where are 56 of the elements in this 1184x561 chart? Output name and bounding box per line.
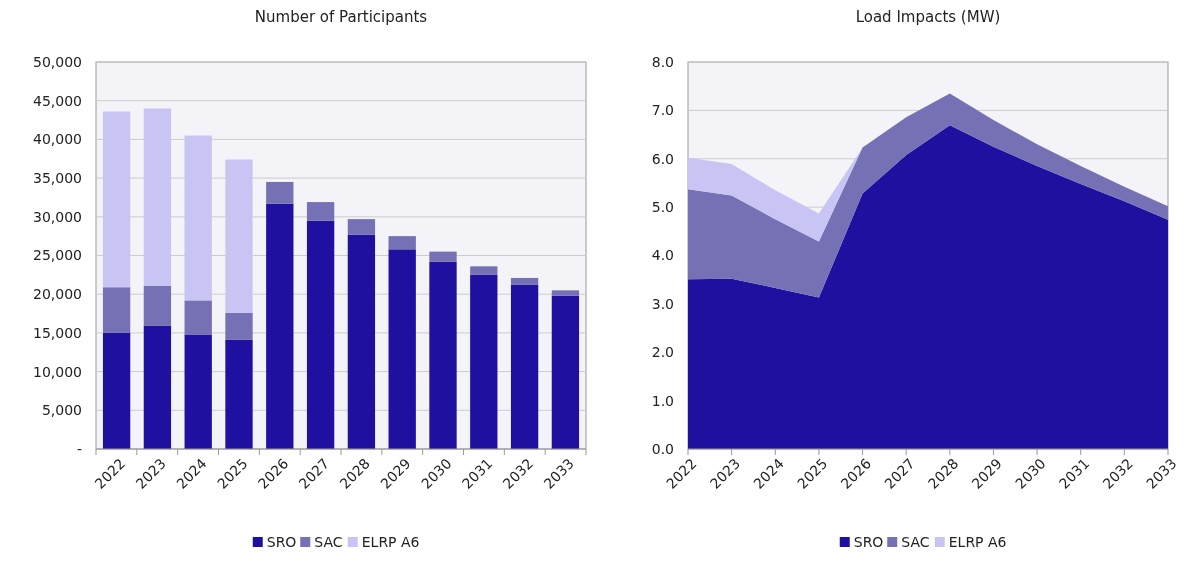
bar [510,277,539,285]
bar [184,135,212,301]
legend-label: ELRP A6 [361,534,420,550]
bar [551,295,580,449]
y-tick-label: 7.0 [651,102,674,119]
bar [143,285,172,326]
legend-label: SAC [314,534,343,550]
y-tick-label: 50,000 [33,53,82,70]
bar [184,300,212,335]
y-tick-label: 20,000 [33,286,82,303]
bar [388,249,416,449]
bar [347,219,376,235]
y-tick-label: 35,000 [33,170,82,186]
bar [225,159,253,313]
y-tick-label: 45,000 [33,92,82,109]
y-tick-label: 4.0 [651,247,674,264]
y-tick-label: 5,000 [41,402,82,419]
y-tick-label: 2.0 [651,344,674,361]
bar [225,339,253,449]
legend-label: SRO [853,534,884,550]
bar [429,261,457,449]
y-tick-label: 0.0 [651,440,674,457]
bar [510,284,539,449]
bar [429,251,457,262]
bar [102,287,131,333]
bar [184,334,212,449]
y-tick-label: 5.0 [651,199,674,216]
y-tick-label: 1.0 [651,392,674,409]
bar [266,203,294,449]
bar [470,274,498,449]
bar [143,325,172,449]
legend-label: SAC [901,534,930,550]
y-tick-label: 15,000 [33,324,82,341]
bar [388,236,416,250]
y-tick-label: 8.0 [651,53,674,70]
bar [143,108,172,286]
bar [470,266,498,275]
bar [551,290,580,296]
y-tick-label: 3.0 [651,295,674,312]
bar [347,234,376,449]
bar [306,202,335,221]
bar [225,312,253,340]
legend-label: ELRP A6 [948,534,1007,550]
y-tick-label: 10,000 [33,363,82,380]
chart-title: Number of Participants [254,8,428,26]
bar [102,332,131,449]
bar [266,181,294,204]
y-tick-label: - [76,440,82,457]
y-tick-label: 25,000 [33,247,82,264]
chart-title: Load Impacts (MW) [855,8,1001,26]
bar [102,111,131,288]
bar [306,220,335,449]
y-tick-label: 6.0 [651,150,674,167]
legend-label: SRO [266,534,297,550]
y-tick-label: 40,000 [33,131,82,148]
y-tick-label: 30,000 [33,208,82,225]
